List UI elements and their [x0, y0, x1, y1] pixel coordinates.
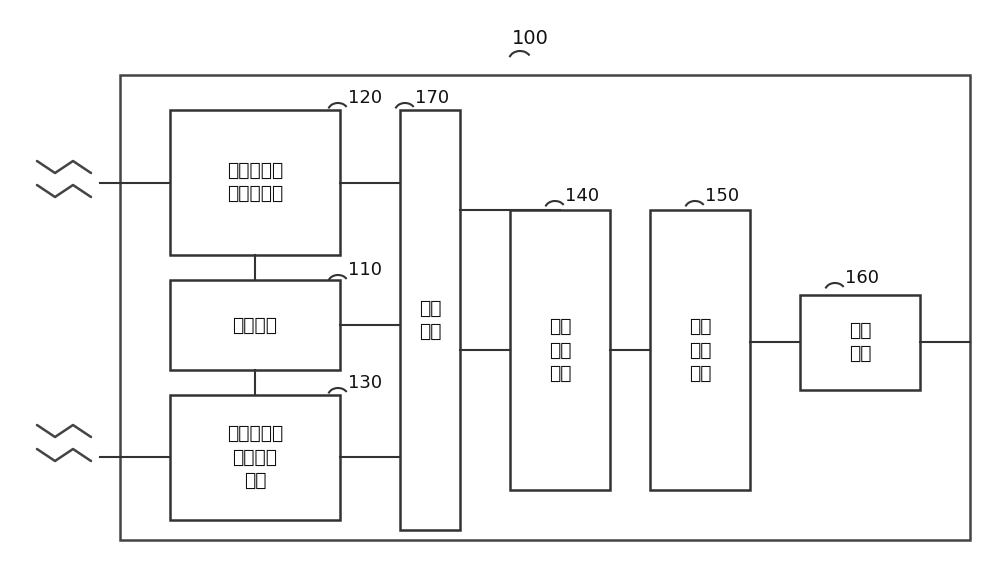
Text: 110: 110 [348, 261, 382, 279]
Text: 150: 150 [705, 187, 739, 205]
Text: 140: 140 [565, 187, 599, 205]
Text: 时钒模块: 时钒模块 [232, 316, 278, 335]
Bar [800, 295, 920, 390]
Text: 170: 170 [415, 89, 449, 107]
Text: 160: 160 [845, 269, 879, 287]
Text: 第一
计算
模块: 第一 计算 模块 [549, 317, 571, 383]
Text: 北斗卫星信
号接收模块: 北斗卫星信 号接收模块 [227, 161, 283, 203]
Text: 位置接收与
时钒校正
模块: 位置接收与 时钒校正 模块 [227, 424, 283, 490]
Text: 确定
模块: 确定 模块 [849, 321, 871, 363]
Text: 130: 130 [348, 374, 382, 392]
Bar [510, 210, 610, 490]
Text: 存储
模块: 存储 模块 [419, 299, 441, 341]
Bar [650, 210, 750, 490]
Bar [170, 280, 340, 370]
Text: 100: 100 [512, 28, 548, 47]
Bar [400, 110, 460, 530]
Text: 120: 120 [348, 89, 382, 107]
Text: 第二
计算
模块: 第二 计算 模块 [689, 317, 711, 383]
Bar [170, 395, 340, 520]
Bar [170, 110, 340, 255]
Bar [120, 75, 970, 540]
